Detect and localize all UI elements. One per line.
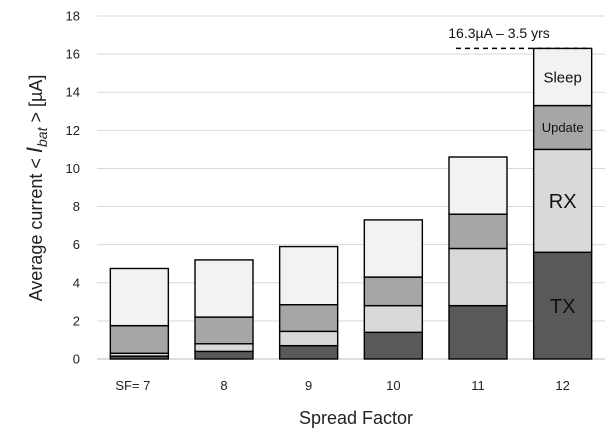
x-tick-label: 8 — [220, 378, 227, 393]
y-tick-label: 12 — [66, 123, 80, 138]
bar-update-sf8 — [194, 316, 254, 345]
bar-sleep-sf9 — [278, 245, 339, 306]
bar-tx-sf11 — [448, 304, 508, 360]
bar-update-sf7 — [109, 324, 170, 354]
bar-rx-sf12 — [532, 148, 593, 253]
bar-tx-sf10 — [363, 331, 424, 360]
annotation-text: 16.3µA – 3.5 yrs — [448, 25, 549, 41]
bar-tx-sf12 — [532, 251, 593, 360]
y-axis-label-sub: bat — [34, 126, 50, 147]
bar-update-sf9 — [278, 303, 339, 333]
series-label-rx: RX — [549, 191, 577, 213]
y-tick-label: 2 — [73, 313, 80, 328]
bar-tx-sf8 — [194, 350, 254, 360]
y-tick-label: 8 — [73, 199, 80, 214]
segment-labels: TX RX Update Sleep — [542, 69, 584, 317]
y-tick-label: 6 — [73, 237, 80, 252]
bar-update-sf11 — [448, 213, 508, 250]
bar-sleep-sf8 — [194, 259, 254, 318]
bar-rx-sf10 — [363, 304, 424, 334]
y-axis-label-var: I — [22, 147, 47, 153]
bar-update-sf10 — [363, 276, 424, 307]
bar-rx-sf11 — [448, 247, 508, 307]
y-tick-label: 0 — [73, 352, 80, 367]
x-tick-label: 12 — [555, 378, 569, 393]
annotation: 16.3µA – 3.5 yrs — [448, 25, 592, 50]
bar-sleep-sf12 — [532, 47, 593, 107]
y-tick-label: 4 — [73, 275, 80, 290]
x-tick-label: 11 — [471, 378, 485, 393]
grid-lines — [97, 15, 605, 360]
bar-rx-sf9 — [278, 330, 339, 347]
y-axis-label-suffix: > [µA] — [26, 75, 46, 128]
series-label-sleep: Sleep — [543, 69, 581, 86]
x-tick-label: 10 — [386, 378, 400, 393]
bar-tx-sf9 — [278, 344, 339, 360]
bars — [109, 47, 593, 360]
bar-sleep-sf10 — [363, 219, 424, 278]
y-axis-label: Average current < Ibat > [µA] — [22, 75, 50, 302]
bar-sleep-sf7 — [109, 267, 170, 327]
y-tick-label: 16 — [66, 47, 80, 62]
series-label-tx: TX — [550, 296, 576, 318]
y-tick-labels: 0 2 4 6 8 10 12 14 16 18 — [66, 9, 80, 367]
bar-sleep-sf11 — [448, 156, 508, 215]
y-axis-label-prefix: Average current < — [26, 153, 46, 301]
x-tick-label: 9 — [305, 378, 312, 393]
series-label-update: Update — [542, 120, 584, 135]
y-tick-label: 18 — [66, 9, 80, 24]
x-axis-label: Spread Factor — [299, 408, 413, 428]
y-tick-label: 14 — [66, 85, 80, 100]
x-tick-label: SF= 7 — [115, 378, 150, 393]
x-tick-labels: SF= 7 8 9 10 11 12 — [115, 378, 570, 393]
y-tick-label: 10 — [66, 161, 80, 176]
bar-update-sf12 — [532, 104, 593, 151]
bar-rx-sf8 — [194, 343, 254, 353]
